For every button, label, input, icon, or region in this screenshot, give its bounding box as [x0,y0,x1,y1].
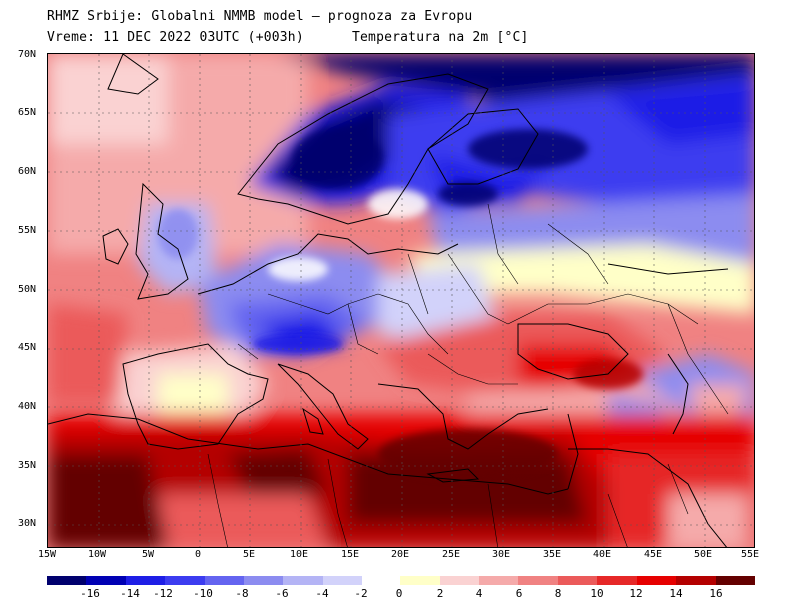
lon-label-10e: 10E [289,549,309,560]
lat-label-70n: 70N [18,49,37,60]
map-canvas [48,54,754,547]
colorbar-label: -14 [120,587,140,600]
colorbar-swatch-cold-2 [125,576,166,585]
colorbar-swatch-warm-0 [400,576,440,585]
colorbar-swatch-cold-4 [204,576,245,585]
colorbar-label: -4 [315,587,329,600]
colorbar-swatch-warm-2 [479,576,519,585]
colorbar-swatch-warm-8 [715,576,755,585]
colorbar-swatch-warm-1 [439,576,480,585]
colorbar-label: 8 [554,587,562,600]
colorbar-gap [362,576,401,585]
colorbar-label: -12 [153,587,173,600]
colorbar-label: -2 [354,587,368,600]
colorbar-swatch-cold-1 [86,576,126,585]
variable-label: Temperatura na 2m [°C] [352,30,529,45]
lat-label-55n: 55N [18,225,37,236]
lon-label-25e: 25E [441,549,461,560]
lon-label-15w: 15W [37,549,57,560]
lon-label-50e: 50E [693,549,713,560]
colorbar-swatch-cold-3 [165,576,205,585]
colorbar-swatch-cold-7 [322,576,363,585]
colorbar-swatch-cold-6 [283,576,323,585]
colorbar-label: 12 [629,587,643,600]
colorbar-swatch-warm-4 [557,576,598,585]
map-title: RHMZ Srbije: Globalni NMMB model — progn… [47,9,473,24]
lon-label-5e: 5E [242,549,256,560]
lon-label-55e: 55E [740,549,760,560]
lat-label-65n: 65N [18,107,37,118]
lon-label-15e: 15E [340,549,360,560]
coastlines [48,54,729,547]
colorbar-label: 16 [709,587,723,600]
lon-label-0: 0 [194,549,202,560]
lon-label-5w: 5W [141,549,155,560]
colorbar-swatch-warm-6 [636,576,677,585]
country-borders [207,203,729,547]
lat-label-40n: 40N [18,401,37,412]
lat-label-60n: 60N [18,166,37,177]
lon-label-10w: 10W [87,549,107,560]
colorbar-swatch-warm-5 [597,576,637,585]
graticule [48,54,754,547]
colorbar-label: -8 [235,587,249,600]
lon-label-40e: 40E [592,549,612,560]
colorbar [47,576,755,585]
colorbar-label: 10 [590,587,604,600]
colorbar-label: -16 [80,587,100,600]
colorbar-swatch-cold-0 [47,576,87,585]
lon-label-30e: 30E [491,549,511,560]
colorbar-swatch-warm-3 [518,576,558,585]
colorbar-swatch-warm-7 [676,576,716,585]
colorbar-swatch-cold-5 [244,576,284,585]
lat-label-45n: 45N [18,342,37,353]
field-detail [158,129,643,479]
forecast-time: Vreme: 11 DEC 2022 03UTC (+003h) [47,30,304,45]
lon-label-20e: 20E [390,549,410,560]
lat-label-30n: 30N [18,518,37,529]
colorbar-label: 4 [475,587,483,600]
lon-label-45e: 45E [643,549,663,560]
colorbar-label: 6 [515,587,523,600]
lat-label-50n: 50N [18,284,37,295]
lon-label-35e: 35E [542,549,562,560]
temperature-map [47,53,755,548]
colorbar-label: 14 [669,587,683,600]
lat-label-35n: 35N [18,460,37,471]
colorbar-label: -6 [275,587,289,600]
colorbar-label: 2 [436,587,444,600]
colorbar-label: 0 [395,587,403,600]
colorbar-label: -10 [193,587,213,600]
